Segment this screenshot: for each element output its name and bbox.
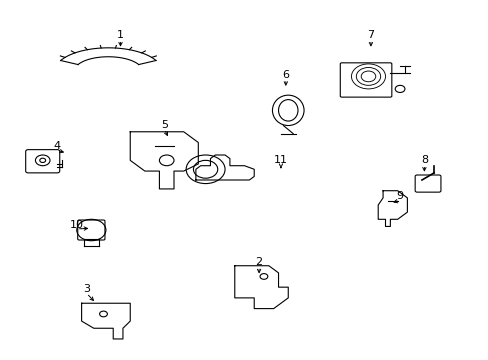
- Text: 1: 1: [117, 30, 124, 40]
- Text: 3: 3: [83, 284, 90, 294]
- Text: 7: 7: [366, 30, 374, 40]
- Text: 2: 2: [255, 257, 262, 267]
- Text: 6: 6: [282, 69, 289, 80]
- Text: 5: 5: [161, 120, 167, 130]
- Text: 4: 4: [54, 141, 61, 151]
- Text: 11: 11: [273, 156, 287, 165]
- Text: 9: 9: [396, 191, 403, 201]
- Text: 8: 8: [420, 156, 427, 165]
- Text: 10: 10: [70, 220, 83, 230]
